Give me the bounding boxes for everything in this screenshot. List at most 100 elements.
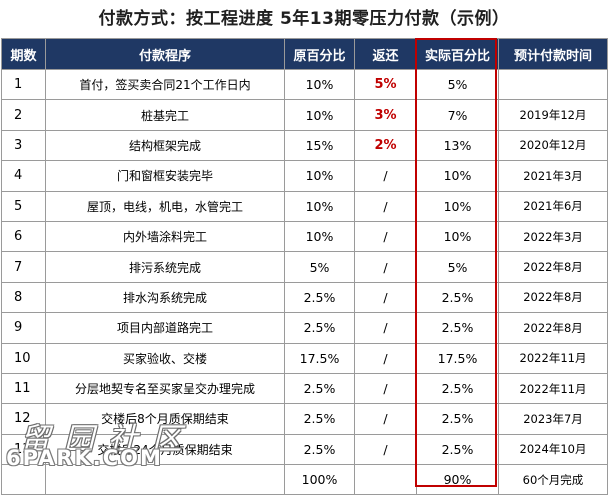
cell-actual: 5% — [416, 68, 499, 101]
cell-date: 2019年12月 — [498, 99, 608, 131]
cell-period: 10 — [1, 342, 46, 374]
cell-actual: 2.5% — [416, 403, 499, 435]
cell-original: 2.5% — [284, 433, 355, 466]
cell-step: 排污系统完成 — [45, 251, 285, 283]
cell-original: 17.5% — [284, 342, 355, 374]
cell-original: 10% — [284, 160, 355, 192]
cell-period: 12 — [1, 403, 46, 435]
header-expected-date: 预计付款时间 — [498, 38, 608, 70]
cell-rebate: 5% — [354, 68, 417, 101]
cell-date: 2020年12月 — [498, 129, 608, 162]
header-period: 期数 — [1, 38, 46, 70]
table-row: 10 买家验收、交楼 17.5% / 17.5% 2022年11月 — [1, 342, 608, 374]
total-duration: 60个月完成 — [498, 464, 608, 495]
cell-rebate: 3% — [354, 99, 417, 131]
cell-step: 项目内部道路完工 — [45, 312, 285, 344]
table-row: 11 分层地契专名至买家呈交办理完成 2.5% / 2.5% 2022年11月 — [1, 372, 608, 405]
cell-step: 结构框架完成 — [45, 129, 285, 162]
cell-original: 10% — [284, 99, 355, 131]
cell-period: 5 — [1, 190, 46, 222]
table-row: 7 排污系统完成 5% / 5% 2022年8月 — [1, 251, 608, 283]
cell-step: 屋顶，电线，机电，水管完工 — [45, 190, 285, 222]
table-row: 2 桩基完工 10% 3% 7% 2019年12月 — [1, 99, 608, 131]
cell-period: 1 — [1, 68, 46, 101]
cell-date: 2022年3月 — [498, 220, 608, 253]
cell-period: 6 — [1, 220, 46, 253]
cell-actual: 10% — [416, 190, 499, 222]
cell-period: 7 — [1, 251, 46, 283]
cell-date: 2021年6月 — [498, 190, 608, 222]
cell-actual: 2.5% — [416, 433, 499, 466]
cell-step: 交楼后24个月质保期结束 — [45, 433, 285, 466]
cell-rebate: / — [354, 433, 417, 466]
table-row: 9 项目内部道路完工 2.5% / 2.5% 2022年8月 — [1, 312, 608, 344]
cell-actual: 13% — [416, 129, 499, 162]
cell-original: 15% — [284, 129, 355, 162]
cell-date: 2024年10月 — [498, 433, 608, 466]
cell-original: 2.5% — [284, 281, 355, 314]
cell-date: 2022年8月 — [498, 281, 608, 314]
cell-actual: 5% — [416, 251, 499, 283]
table-row: 5 屋顶，电线，机电，水管完工 10% / 10% 2021年6月 — [1, 190, 608, 222]
cell-step: 内外墙涂料完工 — [45, 220, 285, 253]
header-payment-step: 付款程序 — [45, 38, 285, 70]
table-row: 3 结构框架完成 15% 2% 13% 2020年12月 — [1, 129, 608, 162]
cell-actual: 10% — [416, 160, 499, 192]
table-row: 8 排水沟系统完成 2.5% / 2.5% 2022年8月 — [1, 281, 608, 314]
cell-period: 2 — [1, 99, 46, 131]
cell-rebate: / — [354, 342, 417, 374]
cell-original: 2.5% — [284, 372, 355, 405]
cell-period: 8 — [1, 281, 46, 314]
total-actual: 90% — [416, 464, 499, 495]
cell-date: 2022年11月 — [498, 372, 608, 405]
watermark-site: 6PARK.COM — [6, 446, 163, 470]
cell-actual: 7% — [416, 99, 499, 131]
cell-date: 2022年8月 — [498, 312, 608, 344]
cell-period: 4 — [1, 160, 46, 192]
cell-original: 2.5% — [284, 403, 355, 435]
cell-step: 买家验收、交楼 — [45, 342, 285, 374]
table-row: 13 交楼后24个月质保期结束 2.5% / 2.5% 2024年10月 — [1, 433, 608, 466]
header-original-percent: 原百分比 — [284, 38, 355, 70]
cell-date: 2023年7月 — [498, 403, 608, 435]
cell-step: 首付，签买卖合同21个工作日内 — [45, 68, 285, 101]
cell-actual: 17.5% — [416, 342, 499, 374]
cell-date: 2022年8月 — [498, 251, 608, 283]
cell-period: 11 — [1, 372, 46, 405]
watermark-chinese: 留园社区 — [20, 422, 196, 457]
page-title: 付款方式：按工程进度 5年13期零压力付款（示例） — [98, 9, 510, 29]
cell-actual: 2.5% — [416, 312, 499, 344]
total-original: 100% — [284, 464, 355, 495]
cell-date: 2022年11月 — [498, 342, 608, 374]
table-row: 4 门和窗框安装完毕 10% / 10% 2021年3月 — [1, 160, 608, 192]
header-actual-percent: 实际百分比 — [416, 38, 499, 70]
header-rebate: 返还 — [354, 38, 417, 70]
table-row: 1 首付，签买卖合同21个工作日内 10% 5% 5% — [1, 68, 608, 101]
cell-rebate: / — [354, 220, 417, 253]
cell-period: 9 — [1, 312, 46, 344]
cell-step: 桩基完工 — [45, 99, 285, 131]
cell-rebate: / — [354, 281, 417, 314]
cell-rebate — [354, 464, 417, 495]
cell-date — [498, 68, 608, 101]
cell-rebate: / — [354, 160, 417, 192]
cell-step: 排水沟系统完成 — [45, 281, 285, 314]
cell-period: 3 — [1, 129, 46, 162]
table-header-row: 期数 付款程序 原百分比 返还 实际百分比 预计付款时间 — [1, 38, 608, 70]
cell-original: 10% — [284, 220, 355, 253]
payment-schedule-table: 期数 付款程序 原百分比 返还 实际百分比 预计付款时间 1 首付，签买卖合同2… — [1, 38, 608, 495]
cell-original: 2.5% — [284, 312, 355, 344]
cell-actual: 2.5% — [416, 281, 499, 314]
cell-original: 10% — [284, 190, 355, 222]
cell-actual: 2.5% — [416, 372, 499, 405]
cell-rebate: 2% — [354, 129, 417, 162]
table-row: 6 内外墙涂料完工 10% / 10% 2022年3月 — [1, 220, 608, 253]
table-row: 12 交楼后8个月质保期结束 2.5% / 2.5% 2023年7月 — [1, 403, 608, 435]
cell-actual: 10% — [416, 220, 499, 253]
cell-rebate: / — [354, 403, 417, 435]
cell-rebate: / — [354, 190, 417, 222]
cell-rebate: / — [354, 251, 417, 283]
cell-step: 分层地契专名至买家呈交办理完成 — [45, 372, 285, 405]
cell-date: 2021年3月 — [498, 160, 608, 192]
cell-original: 5% — [284, 251, 355, 283]
